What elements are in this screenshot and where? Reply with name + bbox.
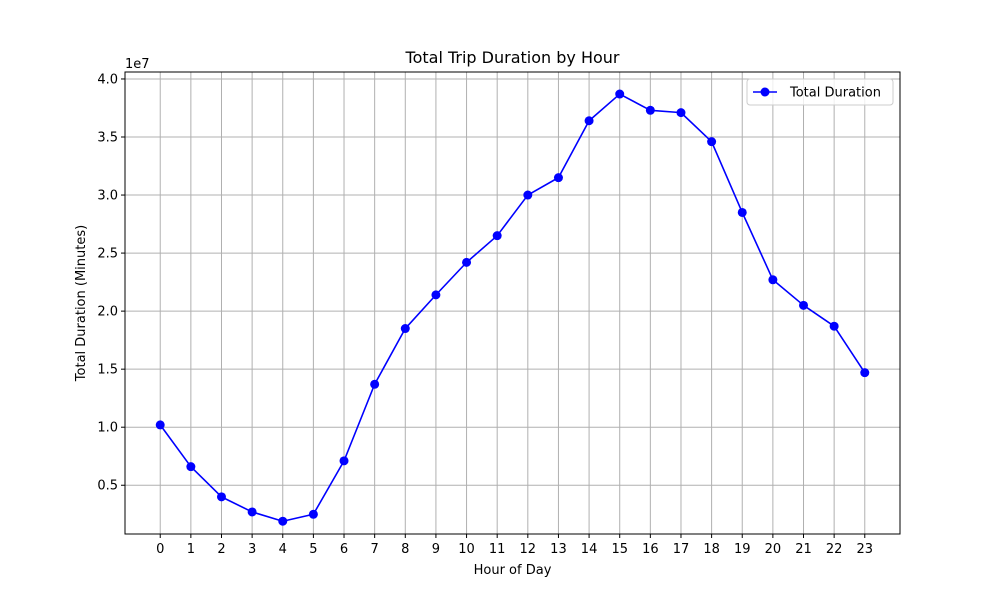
- data-point: [216, 492, 226, 502]
- x-tick-label: 17: [673, 542, 690, 557]
- data-point: [155, 420, 165, 430]
- x-tick-label: 23: [856, 542, 873, 557]
- data-point: [768, 275, 778, 285]
- data-point: [829, 321, 839, 331]
- x-tick-label: 5: [309, 542, 317, 557]
- x-tick-label: 22: [826, 542, 843, 557]
- x-tick-label: 10: [458, 542, 475, 557]
- x-tick-label: 1: [187, 542, 195, 557]
- y-tick-label: 1.0: [97, 421, 118, 436]
- x-tick-label: 18: [703, 542, 720, 557]
- chart-title: Total Trip Duration by Hour: [405, 48, 620, 67]
- x-tick-label: 7: [371, 542, 379, 557]
- x-tick-label: 20: [765, 542, 782, 557]
- x-tick-label: 15: [611, 542, 628, 557]
- series-layer: [155, 89, 870, 526]
- x-tick-label: 21: [795, 542, 812, 557]
- x-tick-label: 12: [520, 542, 537, 557]
- x-tick-label: 11: [489, 542, 506, 557]
- data-point: [584, 116, 594, 126]
- y-tick-label: 2.0: [97, 305, 118, 320]
- data-point: [247, 507, 257, 517]
- data-point: [676, 108, 686, 118]
- data-point: [462, 257, 472, 267]
- data-point: [523, 190, 533, 200]
- legend-box: [746, 78, 894, 106]
- x-tick-label: 9: [432, 542, 440, 557]
- x-tick-label: 0: [156, 542, 164, 557]
- legend: Total Duration: [746, 78, 894, 106]
- y-axis-label: Total Duration (Minutes): [74, 225, 89, 382]
- x-tick-label: 2: [217, 542, 225, 557]
- x-tick-label: 16: [642, 542, 659, 557]
- data-point: [370, 379, 380, 389]
- data-point: [707, 137, 717, 147]
- legend-label: Total Duration: [789, 86, 881, 101]
- x-tick-label: 6: [340, 542, 348, 557]
- x-tick-label: 14: [581, 542, 598, 557]
- data-point: [308, 509, 318, 519]
- x-axis-label: Hour of Day: [474, 563, 552, 578]
- data-point: [400, 324, 410, 334]
- data-point: [553, 173, 563, 183]
- data-point: [339, 456, 349, 466]
- data-point: [492, 231, 502, 241]
- data-point: [615, 89, 625, 99]
- y-tick-label: 1.5: [97, 363, 118, 378]
- data-point: [799, 300, 809, 310]
- tick-layer: 0 1 2 3 4 5 6 7 8 9 10 11 12 13 14 15 16 17 18 19 20 21 22 230.…: [97, 72, 873, 557]
- series-line: [159, 93, 866, 523]
- plot-frame: [124, 71, 901, 535]
- data-point: [737, 207, 747, 217]
- x-tick-label: 19: [734, 542, 751, 557]
- y-tick-label: 3.0: [97, 189, 118, 204]
- y-tick-label: 0.5: [97, 479, 118, 494]
- x-tick-label: 3: [248, 542, 256, 557]
- x-tick-label: 8: [401, 542, 409, 557]
- grid-layer: [125, 72, 900, 534]
- data-point: [278, 516, 288, 526]
- data-point: [860, 368, 870, 378]
- legend-marker: [760, 87, 770, 97]
- y-tick-label: 3.5: [97, 131, 118, 146]
- x-tick-label: 13: [550, 542, 567, 557]
- data-point: [645, 105, 655, 115]
- y-tick-label: 4.0: [97, 72, 118, 87]
- x-tick-label: 4: [279, 542, 287, 557]
- data-point: [431, 290, 441, 300]
- y-tick-label: 2.5: [97, 247, 118, 262]
- y-axis-offset-label: 1e7: [125, 57, 150, 72]
- data-point: [186, 462, 196, 472]
